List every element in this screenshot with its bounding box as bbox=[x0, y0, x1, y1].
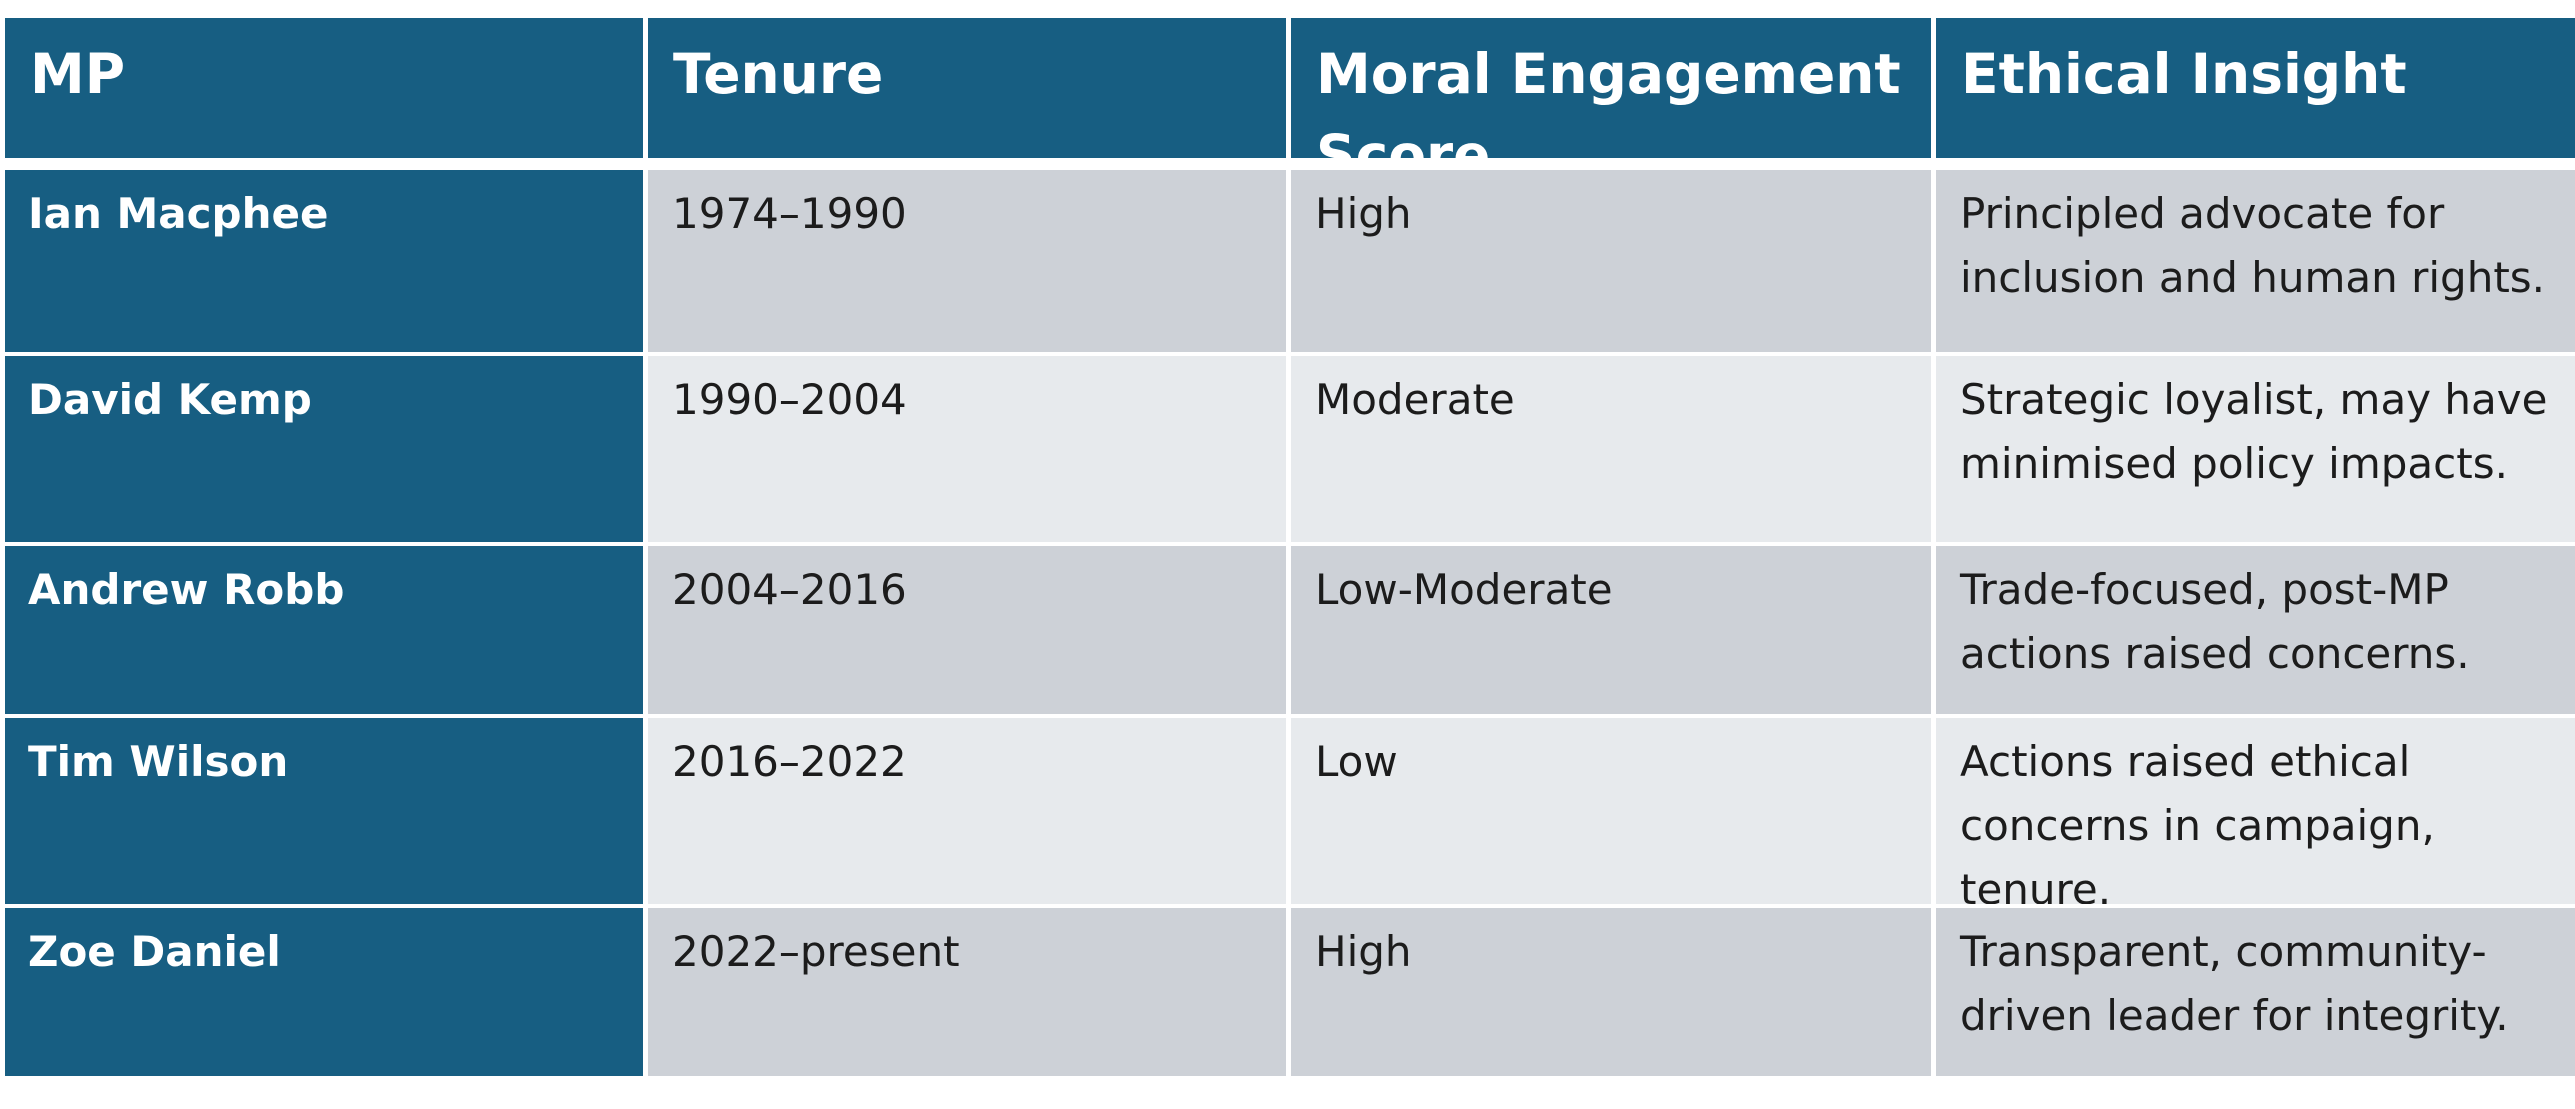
row-3-tenure: 2004–2016 bbox=[648, 542, 1286, 714]
row-1-score: High bbox=[1291, 170, 1931, 352]
row-4-insight: Actions raised ethical concerns in campa… bbox=[1936, 714, 2575, 904]
row-2-insight: Strategic loyalist, may have minimised p… bbox=[1936, 352, 2575, 542]
row-5-insight: Transparent, community-driven leader for… bbox=[1936, 904, 2575, 1076]
row-1-tenure: 1974–1990 bbox=[648, 170, 1286, 352]
header-mp: MP bbox=[5, 18, 643, 170]
row-3-score: Low-Moderate bbox=[1291, 542, 1931, 714]
row-5-score: High bbox=[1291, 904, 1931, 1076]
row-2-tenure: 1990–2004 bbox=[648, 352, 1286, 542]
row-1-mp: Ian Macphee bbox=[5, 170, 643, 352]
row-3-mp: Andrew Robb bbox=[5, 542, 643, 714]
row-3-insight: Trade-focused, post-MP actions raised co… bbox=[1936, 542, 2575, 714]
row-5-mp: Zoe Daniel bbox=[5, 904, 643, 1076]
row-4-score: Low bbox=[1291, 714, 1931, 904]
header-moral-engagement-score: Moral Engagement Score bbox=[1291, 18, 1931, 170]
mp-ethics-table: MP Tenure Moral Engagement Score Ethical… bbox=[5, 18, 2575, 1076]
row-2-score: Moderate bbox=[1291, 352, 1931, 542]
row-5-tenure: 2022–present bbox=[648, 904, 1286, 1076]
header-ethical-insight: Ethical Insight bbox=[1936, 18, 2575, 170]
row-2-mp: David Kemp bbox=[5, 352, 643, 542]
header-tenure: Tenure bbox=[648, 18, 1286, 170]
row-1-insight: Principled advocate for inclusion and hu… bbox=[1936, 170, 2575, 352]
row-4-tenure: 2016–2022 bbox=[648, 714, 1286, 904]
row-4-mp: Tim Wilson bbox=[5, 714, 643, 904]
